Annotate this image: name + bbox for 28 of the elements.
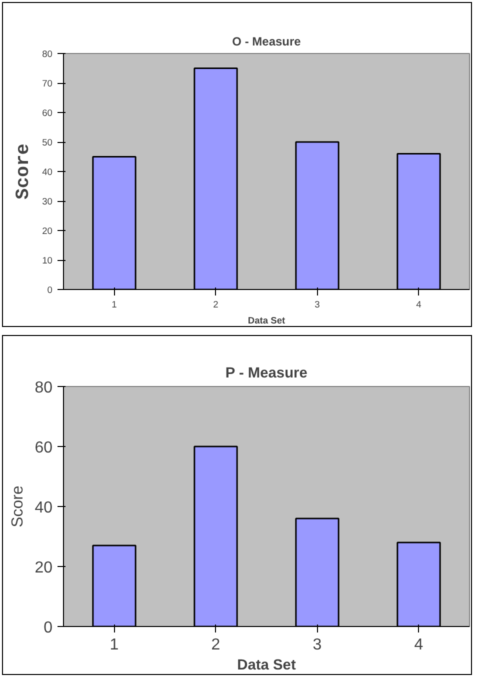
y-tick-label: 50	[42, 138, 53, 148]
y-tick-label: 0	[47, 285, 53, 295]
y-tick-label: 60	[34, 440, 53, 456]
y-axis-title: Score	[10, 486, 27, 528]
y-tick-label: 20	[42, 226, 53, 236]
x-tick-label: 3	[312, 636, 322, 654]
y-axis-title: Score	[12, 144, 34, 200]
y-tick-label: 30	[42, 196, 53, 206]
x-tick-label: 1	[110, 636, 119, 654]
x-tick-label: 2	[211, 636, 220, 654]
x-tick-label: 2	[213, 300, 218, 310]
y-tick-label: 60	[42, 108, 53, 118]
x-tick-label: 4	[414, 636, 424, 654]
y-tick-label: 0	[44, 620, 53, 636]
y-tick-label: 10	[42, 256, 53, 266]
chart-title: O - Measure	[232, 34, 302, 48]
chart-title: P - Measure	[225, 366, 308, 382]
y-tick-label: 80	[34, 380, 53, 396]
x-tick-label: 3	[314, 300, 320, 310]
y-tick-label: 80	[42, 49, 53, 59]
x-axis-title: Data Set	[237, 658, 296, 674]
y-tick-label: 20	[34, 560, 53, 576]
y-tick-label: 40	[42, 167, 53, 177]
y-tick-label: 70	[42, 78, 53, 88]
x-axis-title: Data Set	[248, 316, 286, 326]
y-tick-label: 40	[34, 500, 53, 516]
x-tick-label: 1	[112, 300, 117, 310]
x-tick-label: 4	[416, 300, 422, 310]
